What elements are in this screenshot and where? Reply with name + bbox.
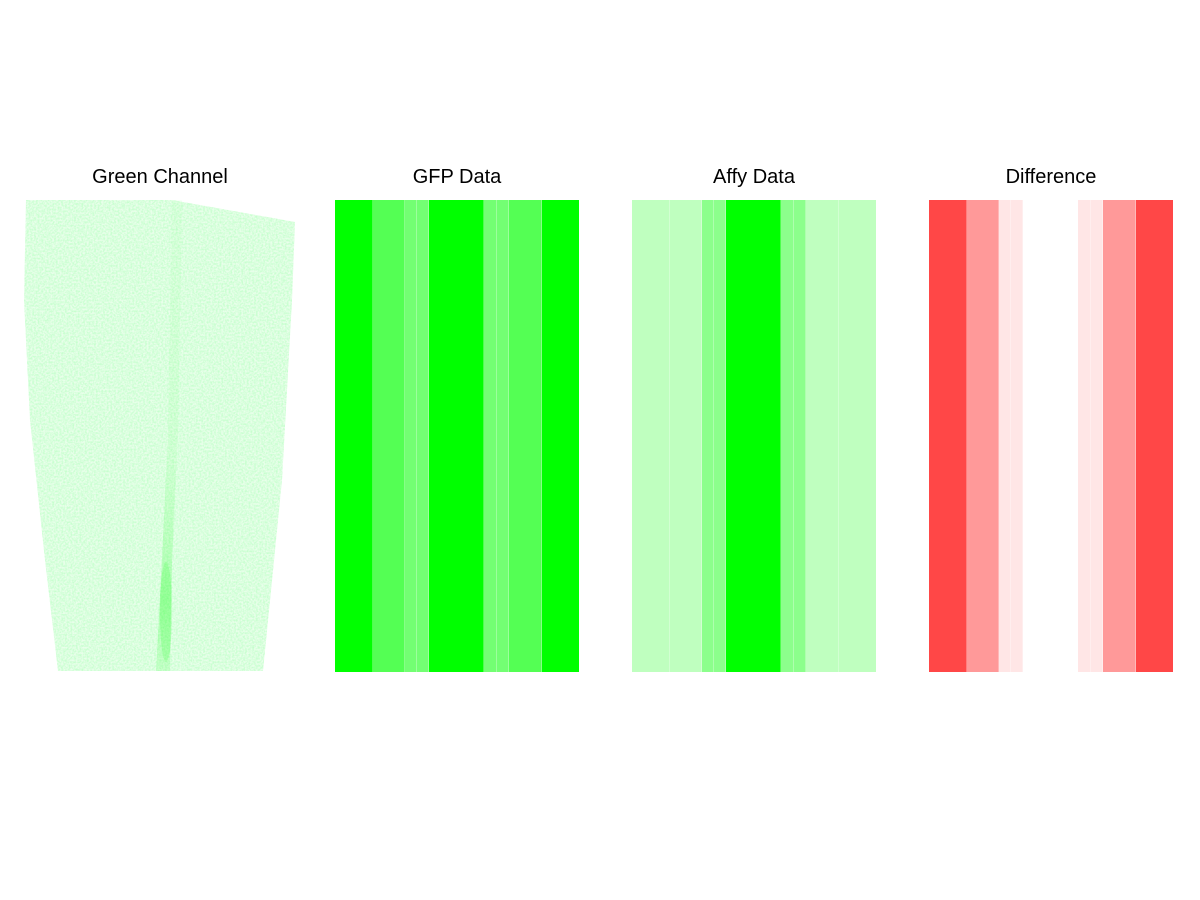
heatmap-gfp-cell-9 [542, 200, 579, 672]
heatmap-difference-cell-6 [1078, 200, 1091, 672]
tissue-central-streak [156, 200, 182, 671]
heatmap-affy-cell-8 [806, 200, 839, 672]
heatmap-difference-cell-7 [1091, 200, 1103, 672]
heatmap-affy-cell-3 [702, 200, 714, 672]
heatmap-difference [929, 200, 1173, 672]
heatmap-difference-cell-5 [1023, 200, 1078, 672]
panel-title-gfp-data: GFP Data [413, 166, 502, 188]
heatmap-difference-cell-8 [1103, 200, 1136, 672]
tissue-bright-spot [160, 562, 172, 662]
heatmap-affy-cell-9 [839, 200, 876, 672]
tissue-speckle [24, 200, 295, 671]
heatmap-affy-cell-4 [714, 200, 726, 672]
panel-affy-data: Affy Data [632, 166, 876, 672]
heatmap-gfp-cell-2 [373, 200, 405, 672]
heatmap-difference-cell-3 [999, 200, 1011, 672]
panel-difference: Difference [929, 166, 1173, 672]
panel-title-affy-data: Affy Data [713, 166, 796, 188]
heatmap-affy [632, 200, 876, 672]
heatmap-affy-cell-5 [726, 200, 781, 672]
heatmap-gfp-cell-1 [335, 200, 373, 672]
heatmap-affy-cell-1 [632, 200, 670, 672]
heatmap-gfp [335, 200, 579, 672]
heatmap-gfp-cell-6 [484, 200, 497, 672]
panel-title-green-channel: Green Channel [92, 166, 228, 188]
heatmap-difference-cell-2 [967, 200, 999, 672]
heatmap-difference-cell-4 [1011, 200, 1023, 672]
heatmap-gfp-cell-3 [405, 200, 417, 672]
heatmap-gfp-cell-5 [429, 200, 484, 672]
heatmap-gfp-cell-8 [509, 200, 542, 672]
heatmap-difference-cell-1 [929, 200, 967, 672]
panel-green-channel: Green Channel [24, 166, 295, 671]
heatmap-gfp-cell-7 [497, 200, 509, 672]
heatmap-affy-cell-6 [781, 200, 794, 672]
heatmap-affy-cell-7 [794, 200, 806, 672]
panel-gfp-data: GFP Data [335, 166, 579, 672]
heatmap-gfp-cell-4 [417, 200, 429, 672]
heatmap-difference-cell-9 [1136, 200, 1173, 672]
tissue-image [24, 200, 295, 671]
panel-title-difference: Difference [1006, 166, 1097, 188]
heatmap-affy-cell-2 [670, 200, 702, 672]
